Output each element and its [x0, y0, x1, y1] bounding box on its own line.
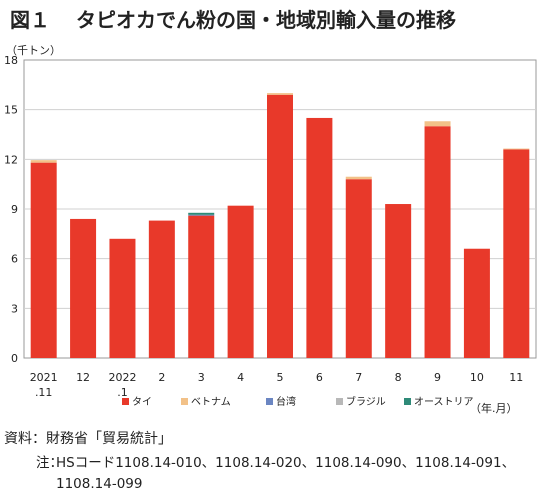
bar-segment-タイ	[148, 220, 175, 358]
x-tick-label: 4	[237, 371, 244, 384]
y-tick-label: 0	[11, 352, 18, 365]
legend-label: ベトナム	[191, 396, 231, 408]
x-tick-label: 2022	[108, 371, 136, 384]
bar-segment-タイ	[227, 205, 254, 358]
note-label: 注：	[36, 455, 63, 471]
bar-segment-ベトナム	[424, 121, 451, 127]
note-block: 注： HSコード1108.14-010、1108.14-020、1108.14-…	[36, 453, 541, 492]
bar-segment-タイ	[424, 126, 451, 358]
x-tick-label: 5	[277, 371, 284, 384]
x-tick-label: 12	[76, 371, 90, 384]
bar-segment-台湾	[188, 214, 215, 216]
bar-segment-タイ	[188, 215, 215, 358]
x-tick-label: 8	[395, 371, 402, 384]
y-tick-label: 6	[11, 253, 18, 266]
legend-label: ブラジル	[346, 395, 386, 408]
bar-segment-ベトナム	[503, 148, 530, 150]
bar-segment-オーストリア	[188, 212, 215, 215]
bar-segment-タイ	[109, 238, 136, 358]
figure-title-text: タピオカでん粉の国・地域別輸入量の推移	[76, 8, 456, 32]
bar-segment-タイ	[463, 248, 490, 358]
x-tick-label: 9	[434, 371, 441, 384]
bar-segment-タイ	[70, 218, 97, 358]
bar-segment-ベトナム	[267, 93, 293, 95]
legend-swatch-タイ	[122, 398, 129, 405]
x-tick-label: 6	[316, 371, 323, 384]
note-text: HSコード1108.14-010、1108.14-020、1108.14-090…	[56, 455, 516, 492]
legend-label: 台湾	[276, 395, 296, 408]
legend-swatch-台湾	[266, 398, 273, 405]
legend-label: オーストリア	[414, 396, 474, 408]
x-tick-label: 10	[470, 371, 484, 384]
x-tick-label: 11	[509, 371, 523, 384]
legend-swatch-ブラジル	[336, 398, 343, 405]
x-tick-label: .11	[35, 386, 53, 399]
y-tick-label: 9	[11, 203, 18, 216]
y-tick-label: 12	[4, 153, 18, 166]
bar-segment-ベトナム	[30, 160, 57, 163]
bar-segment-ベトナム	[345, 176, 372, 180]
x-tick-label: 2	[158, 371, 165, 384]
x-tick-label: .1	[117, 386, 128, 399]
y-axis-unit-label: （千トン）	[6, 44, 61, 57]
y-tick-label: 18	[4, 54, 18, 67]
bar-segment-タイ	[267, 94, 293, 359]
chart-title: 図１ タピオカでん粉の国・地域別輸入量の推移	[8, 4, 456, 33]
bar-segment-タイ	[385, 204, 412, 358]
bar-segment-タイ	[306, 117, 333, 358]
legend-swatch-ベトナム	[181, 398, 188, 405]
bar-segment-タイ	[503, 149, 530, 358]
x-axis-unit-label: （年.月）	[470, 402, 518, 415]
figure-number: 図１	[10, 8, 50, 32]
source-line: 資料：財務省「貿易統計」	[4, 431, 172, 447]
y-tick-label: 15	[4, 104, 18, 117]
legend-swatch-オーストリア	[404, 398, 411, 405]
legend-label: タイ	[132, 396, 152, 408]
y-tick-label: 3	[11, 302, 18, 315]
bar-segment-タイ	[345, 179, 372, 358]
x-tick-label: 2021	[30, 371, 58, 384]
x-tick-label: 7	[355, 371, 362, 384]
x-tick-label: 3	[198, 371, 205, 384]
bar-segment-タイ	[30, 162, 57, 358]
